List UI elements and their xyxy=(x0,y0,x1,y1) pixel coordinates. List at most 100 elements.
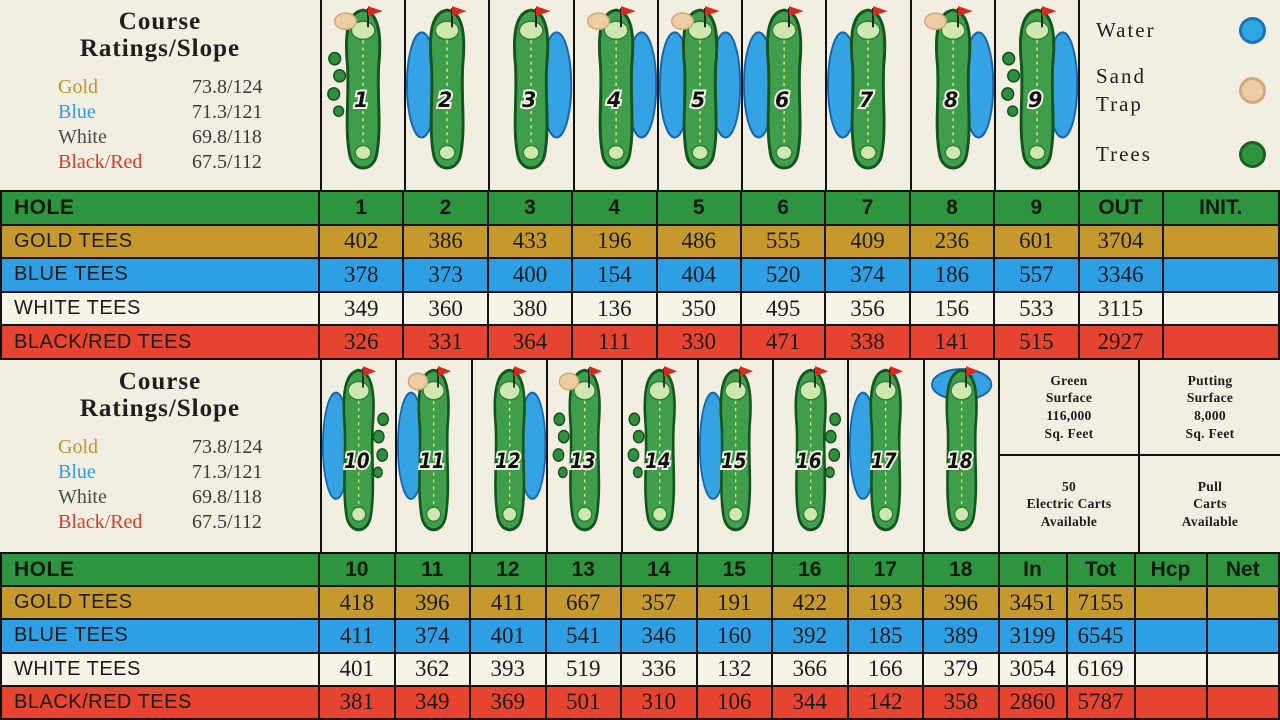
tree-icon xyxy=(333,105,345,117)
hole-number: 11 xyxy=(419,448,444,474)
hole-graphic-1: 1 xyxy=(322,0,407,190)
score-cell: 667 xyxy=(546,587,622,621)
putting-green xyxy=(724,380,747,401)
hcp-cell xyxy=(1135,653,1208,687)
hole-number: 7 xyxy=(859,88,874,112)
init-cell xyxy=(1163,225,1280,260)
score-cell: 533 xyxy=(995,292,1080,327)
putting-green xyxy=(648,380,672,401)
putting-green xyxy=(422,380,446,401)
hole-illustration: 8 xyxy=(923,6,994,170)
in-total-cell: 3054 xyxy=(999,653,1068,687)
hole-col-header: 13 xyxy=(546,554,622,588)
score-cell: 389 xyxy=(924,620,1000,654)
tee-box xyxy=(775,144,793,161)
sand-trap xyxy=(923,12,947,31)
hole-col-header: 12 xyxy=(471,554,547,588)
hole-illustration: 13 xyxy=(552,366,603,532)
black-red-rating-row: Black/Red 67.5/112 xyxy=(0,151,320,176)
hole-graphic-15: 15 xyxy=(698,360,774,552)
init-cell xyxy=(1163,259,1280,293)
tree-icon xyxy=(628,412,641,427)
hcp-cell xyxy=(1135,620,1208,654)
score-cell: 396 xyxy=(395,587,471,621)
score-cell: 166 xyxy=(848,653,924,687)
white-rating-label: White xyxy=(58,126,107,148)
hole-illustration: 14 xyxy=(627,366,678,532)
score-cell: 520 xyxy=(741,259,827,293)
hole-illustration: 3 xyxy=(513,6,573,170)
hole-col-header: 18 xyxy=(924,554,1000,588)
hole-number: 15 xyxy=(721,448,746,474)
out-header: OUT xyxy=(1079,192,1164,226)
fairway xyxy=(643,368,677,532)
row-label: WHITE TEES xyxy=(2,292,320,327)
tee-box xyxy=(354,144,372,161)
trees-legend-label: Trees xyxy=(1096,142,1152,166)
putting-green xyxy=(519,20,545,41)
tree-icon xyxy=(633,466,644,479)
score-cell: 381 xyxy=(320,686,396,720)
flag-icon xyxy=(368,6,383,17)
score-cell: 486 xyxy=(657,225,742,260)
hole-illustration: 11 xyxy=(397,366,452,532)
hole-graphic-10: 10 xyxy=(322,360,398,552)
score-cell: 106 xyxy=(697,686,773,720)
score-cell: 422 xyxy=(773,587,849,621)
in-total-cell: 2860 xyxy=(999,686,1068,720)
hole-col-header: 17 xyxy=(848,554,924,588)
hole-graphic-18: 18 xyxy=(925,360,1000,552)
net-cell xyxy=(1207,620,1280,654)
score-cell: 400 xyxy=(488,259,574,293)
score-cell: 541 xyxy=(546,620,622,654)
putting-green xyxy=(771,20,797,41)
hole-illustration: 17 xyxy=(849,366,904,532)
hole-col-header: 10 xyxy=(320,554,396,588)
course-info-boxes: Green Surface 116,000 Sq. Feet Putting S… xyxy=(1000,360,1280,552)
hole-header: HOLE xyxy=(2,554,320,588)
net-header: Net xyxy=(1207,554,1280,588)
flag-icon xyxy=(890,366,904,377)
putting-green xyxy=(350,20,376,41)
hole-number: 16 xyxy=(796,448,822,474)
score-cell: 160 xyxy=(697,620,773,654)
sand-trap xyxy=(586,12,610,31)
hole-col-header: 16 xyxy=(773,554,849,588)
hole-number: 1 xyxy=(354,88,368,112)
flag-icon xyxy=(957,6,973,17)
score-cell: 555 xyxy=(741,225,827,260)
score-cell: 392 xyxy=(773,620,849,654)
trees-icon xyxy=(1239,140,1266,168)
hole-number: 10 xyxy=(344,448,370,474)
tee-box xyxy=(953,506,969,523)
flag-icon xyxy=(513,366,527,377)
putting-surface-box: Putting Surface 8,000 Sq. Feet xyxy=(1140,360,1280,456)
hcp-cell xyxy=(1135,686,1208,720)
in-total-cell: 3451 xyxy=(999,587,1068,621)
tree-icon xyxy=(372,429,385,444)
row-label: GOLD TEES xyxy=(2,587,320,621)
hole-illustration: 10 xyxy=(322,366,389,532)
out-total-cell: 3115 xyxy=(1079,292,1164,327)
score-cell: 236 xyxy=(910,225,996,260)
hole-graphic-7: 7 xyxy=(827,0,912,190)
water-icon xyxy=(1239,16,1266,44)
hole-col-header: 7 xyxy=(826,192,911,226)
score-cell: 373 xyxy=(404,259,489,293)
tee-box xyxy=(607,144,625,161)
sand-trap-legend-label: Sand Trap xyxy=(1096,64,1146,117)
score-cell: 369 xyxy=(471,686,547,720)
score-cell: 191 xyxy=(697,587,773,621)
hole-graphic-16: 16 xyxy=(774,360,850,552)
score-cell: 366 xyxy=(773,653,849,687)
hole-col-header: 15 xyxy=(697,554,773,588)
hole-graphic-5: 5 xyxy=(658,0,744,190)
hole-number: 4 xyxy=(606,88,621,112)
flag-icon xyxy=(664,366,678,377)
tree-icon xyxy=(1006,68,1020,83)
score-cell: 411 xyxy=(320,620,396,654)
score-cell: 344 xyxy=(773,686,849,720)
hole-col-header: 8 xyxy=(910,192,996,226)
init-header: INIT. xyxy=(1163,192,1280,226)
